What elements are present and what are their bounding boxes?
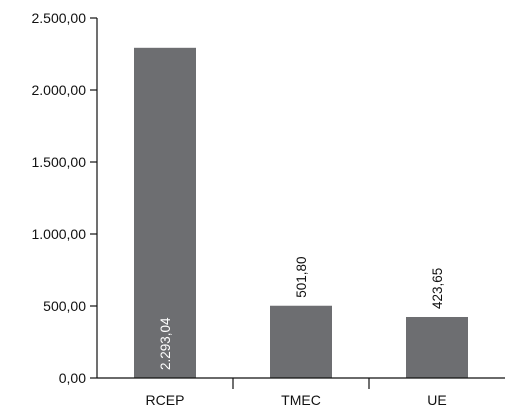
- data-label: 2.293,04: [158, 317, 173, 370]
- bar-rcep: [134, 47, 196, 378]
- bar-tmec: [270, 305, 332, 378]
- y-tick-label: 0,00: [59, 370, 86, 386]
- category-label: TMEC: [281, 392, 321, 408]
- category-label: RCEP: [146, 392, 185, 408]
- y-tick-label: 2.500,00: [32, 10, 87, 26]
- y-tick-label: 500,00: [43, 298, 86, 314]
- bar-ue: [406, 316, 468, 378]
- y-axis: 0,00 500,00 1.000,00 1.500,00 2.000,00 2.500,…: [32, 10, 98, 386]
- x-axis: RCEP TMEC UE: [97, 377, 505, 408]
- y-tick-label: 1.500,00: [32, 154, 87, 170]
- y-tick-label: 1.000,00: [32, 226, 87, 242]
- data-label: 423,65: [430, 268, 445, 309]
- y-tick-label: 2.000,00: [32, 82, 87, 98]
- data-label: 501,80: [294, 256, 309, 297]
- category-label: UE: [427, 392, 446, 408]
- bars: 2.293,04 501,80 423,65: [134, 47, 468, 378]
